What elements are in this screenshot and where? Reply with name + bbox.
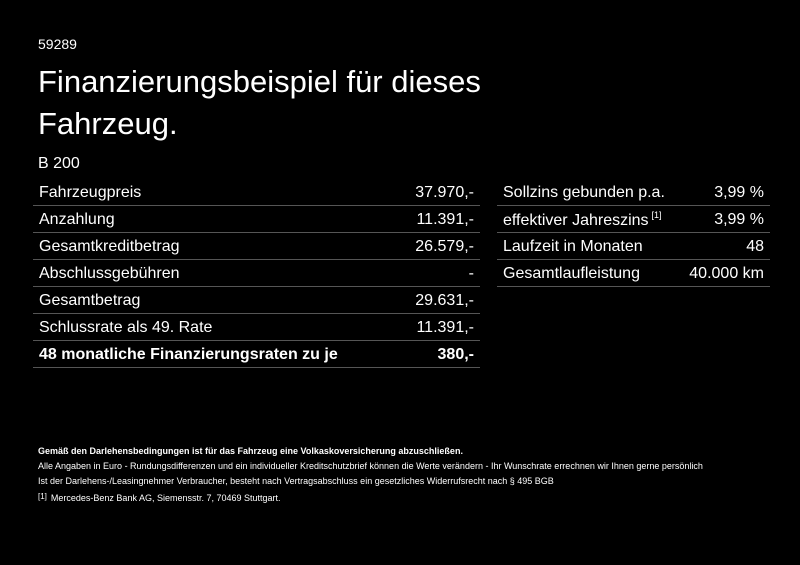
disclaimer-line: Ist der Darlehens-/Leasingnehmer Verbrau…	[38, 476, 554, 486]
table-row: Laufzeit in Monaten 48	[497, 234, 770, 260]
row-value: -	[468, 264, 474, 282]
row-value: 26.579,-	[415, 237, 474, 255]
row-value: 37.970,-	[415, 183, 474, 201]
row-label-text: effektiver Jahreszins	[503, 211, 649, 229]
table-row: Anzahlung 11.391,-	[33, 207, 480, 233]
row-label: Sollzins gebunden p.a.	[503, 184, 665, 202]
row-label: Schlussrate als 49. Rate	[39, 318, 213, 336]
model: B 200	[38, 155, 80, 172]
disclaimer-line: Alle Angaben in Euro - Rundungsdifferenz…	[38, 461, 703, 471]
footnote: [1] Mercedes-Benz Bank AG, Siemensstr. 7,…	[38, 492, 281, 503]
row-label-text: Gesamtlaufleistung	[503, 264, 640, 282]
row-label-text: Laufzeit in Monaten	[503, 237, 643, 255]
row-label: Anzahlung	[39, 210, 115, 228]
footnote-mark: [1]	[38, 492, 47, 501]
row-value: 11.391,-	[416, 210, 474, 228]
table-row: Gesamtbetrag 29.631,-	[33, 288, 480, 314]
row-label: Abschlussgebühren	[39, 264, 180, 282]
table-row: 48 monatliche Finanzierungsraten zu je 38…	[33, 342, 480, 368]
row-label: 48 monatliche Finanzierungsraten zu je	[39, 345, 338, 363]
row-value: 48	[746, 237, 764, 255]
table-row: Schlussrate als 49. Rate 11.391,-	[33, 315, 480, 341]
table-row: Fahrzeugpreis 37.970,-	[33, 180, 480, 206]
row-label: Gesamtbetrag	[39, 291, 141, 309]
row-label: Laufzeit in Monaten	[503, 238, 643, 256]
footnote-text: Mercedes-Benz Bank AG, Siemensstr. 7, 70…	[50, 493, 281, 503]
row-value: 29.631,-	[415, 291, 474, 309]
row-value: 3,99 %	[714, 210, 764, 228]
title-line: Finanzierungsbeispiel für dieses	[38, 64, 481, 99]
row-value: 40.000 km	[689, 264, 764, 282]
table-row: Gesamtlaufleistung 40.000 km	[497, 261, 770, 287]
table-row: Gesamtkreditbetrag 26.579,-	[33, 234, 480, 260]
row-label: Gesamtlaufleistung	[503, 265, 640, 283]
row-label: Gesamtkreditbetrag	[39, 237, 180, 255]
table-row: Abschlussgebühren -	[33, 261, 480, 287]
table-row: effektiver Jahreszins [1] 3,99 %	[497, 207, 770, 233]
footnote-ref: [1]	[651, 209, 662, 220]
row-value: 380,-	[437, 345, 474, 363]
table-row: Sollzins gebunden p.a. 3,99 %	[497, 180, 770, 206]
row-label: Fahrzeugpreis	[39, 183, 142, 201]
title-line: Fahrzeug.	[38, 106, 178, 141]
row-label: effektiver Jahreszins [1]	[503, 210, 662, 230]
vehicle-id: 59289	[38, 36, 77, 52]
disclaimer-bold: Gemäß den Darlehensbedingungen ist für d…	[38, 446, 463, 456]
row-value: 3,99 %	[714, 183, 764, 201]
row-label-text: Sollzins gebunden p.a.	[503, 183, 665, 201]
row-value: 11.391,-	[416, 318, 474, 336]
